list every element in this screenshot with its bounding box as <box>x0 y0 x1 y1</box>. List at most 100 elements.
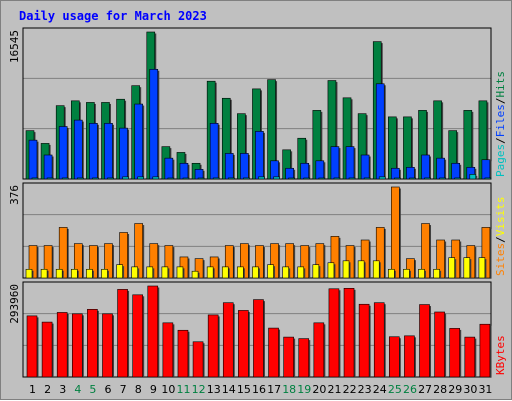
x-tick-label: 8 <box>135 383 142 396</box>
pages-bar <box>122 176 129 180</box>
kbytes-bar <box>102 313 113 378</box>
kbytes-bar <box>268 327 279 378</box>
kbytes-bar <box>328 288 340 378</box>
visits-bar <box>418 268 425 279</box>
visits-bar <box>161 266 169 279</box>
kbytes-bar <box>207 314 219 378</box>
kbytes-bar <box>464 336 476 378</box>
x-tick-label: 13 <box>207 383 221 396</box>
visits-bar <box>221 266 229 279</box>
pages-bar <box>152 176 160 180</box>
kbytes-bar <box>434 311 445 378</box>
files-bar <box>255 131 264 180</box>
x-tick-label: 5 <box>89 383 96 396</box>
x-tick-label: 11 <box>177 383 191 396</box>
visits-bar <box>478 257 486 279</box>
files-bar <box>149 68 159 180</box>
kbytes-bar <box>162 322 174 378</box>
x-tick-label: 28 <box>433 383 447 396</box>
files-bar <box>406 166 415 180</box>
legend-entry: Hits <box>494 71 507 98</box>
files-bar <box>315 160 325 180</box>
x-tick-label: 2 <box>44 383 51 396</box>
files-bar <box>28 139 38 180</box>
legend-entry: / <box>494 236 507 243</box>
x-tick-label: 27 <box>418 383 432 396</box>
visits-bar <box>388 268 395 279</box>
visits-bar <box>206 266 214 279</box>
x-tick-label: 9 <box>150 383 157 396</box>
pages-bar <box>318 177 326 180</box>
files-bar <box>481 159 491 180</box>
visits-bar <box>40 268 48 279</box>
x-tick-label: 10 <box>161 383 175 396</box>
pages-bar <box>363 177 371 180</box>
pages-bar <box>182 177 190 180</box>
pages-bar <box>484 177 492 180</box>
pages-bar <box>424 177 431 180</box>
legend-entry: / <box>494 98 507 105</box>
visits-bar <box>312 264 320 279</box>
x-tick-label: 1 <box>29 383 36 396</box>
visits-bar <box>357 260 365 279</box>
kbytes-bar <box>238 310 249 378</box>
pages-bar <box>348 177 356 180</box>
files-bar <box>451 162 461 180</box>
files-bar <box>240 153 249 180</box>
files-bar <box>164 157 174 180</box>
kbytes-bar <box>358 303 370 378</box>
legend-hits-panel: Pages/Files/Hits <box>494 71 507 177</box>
legend-entry: / <box>494 137 507 144</box>
pages-bar <box>394 177 401 180</box>
files-bar <box>104 123 113 180</box>
files-bar <box>58 126 68 180</box>
kbytes-bar <box>117 289 128 378</box>
legend-entry: KBytes <box>494 335 507 375</box>
kbytes-bar <box>132 294 143 378</box>
y-max-label: 293960 <box>8 284 21 324</box>
pages-bar <box>258 176 265 180</box>
pages-bar <box>46 177 54 180</box>
visits-bar <box>86 268 93 279</box>
legend-entry: Files <box>494 104 507 137</box>
x-tick-label: 19 <box>297 383 311 396</box>
files-bar <box>285 167 294 180</box>
x-tick-label: 16 <box>252 383 266 396</box>
x-tick-label: 20 <box>312 383 326 396</box>
pages-bar <box>439 177 446 180</box>
files-bar <box>89 123 98 180</box>
kbytes-bar <box>313 322 325 378</box>
files-bar <box>391 167 400 180</box>
files-bar <box>73 119 83 180</box>
visits-bar <box>191 270 199 279</box>
visits-bar <box>448 257 456 279</box>
visits-bar <box>252 266 259 279</box>
kbytes-bar <box>404 335 415 378</box>
chart-title: Daily usage for March 2023 <box>19 9 207 23</box>
x-tick-label: 6 <box>105 383 112 396</box>
files-bar <box>436 157 445 180</box>
files-bar <box>345 146 355 180</box>
pages-bar <box>273 176 280 180</box>
visits-bar <box>342 260 350 279</box>
kbytes-bar <box>343 288 355 378</box>
visits-bar <box>237 266 244 279</box>
pages-bar <box>197 177 205 180</box>
pages-bar <box>61 177 69 180</box>
pages-bar <box>137 176 144 180</box>
kbytes-bar <box>253 299 264 378</box>
visits-bar <box>116 264 123 279</box>
x-tick-label: 7 <box>120 383 127 396</box>
visits-bar <box>146 266 154 279</box>
kbytes-bar <box>298 338 310 378</box>
files-bar <box>194 169 204 180</box>
visits-bar <box>55 268 63 279</box>
kbytes-bar <box>56 312 68 378</box>
visits-bar <box>463 257 471 279</box>
kbytes-bar <box>87 309 98 378</box>
legend-sites-panel: Sites/Visits <box>494 197 507 277</box>
files-bar <box>224 153 234 180</box>
files-bar <box>330 146 340 180</box>
kbytes-bar <box>26 315 38 378</box>
